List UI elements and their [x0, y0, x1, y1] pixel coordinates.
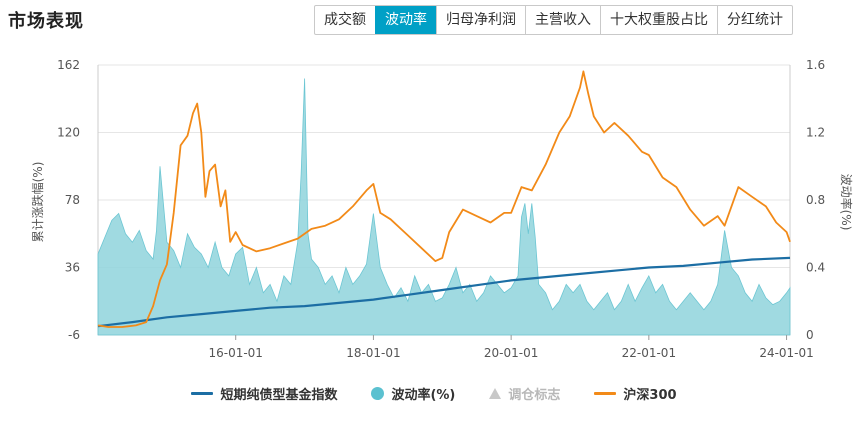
x-tick-label: 18-01-01: [346, 346, 400, 360]
series-hs300-line: [97, 70, 791, 328]
right-y-tick-label: 1.6: [806, 58, 825, 72]
legend-label: 短期纯债型基金指数: [220, 387, 338, 403]
tab-main-revenue[interactable]: 主营收入: [525, 6, 600, 34]
tab-volatility[interactable]: 波动率: [375, 6, 436, 34]
legend-label: 调仓标志: [508, 387, 561, 403]
legend-label: 波动率(%): [391, 387, 456, 403]
left-y-tick-label: 78: [65, 193, 80, 207]
legend-label: 沪深300: [623, 387, 677, 403]
series-index-line: [97, 256, 791, 328]
page-title: 市场表现: [8, 11, 84, 32]
left-y-tick-label: 36: [65, 261, 80, 275]
legend-item-index[interactable]: 短期纯债型基金指数: [191, 384, 337, 403]
right-y-tick-label: 0: [806, 328, 814, 342]
chart-area: 162 120 78 36 -6 1.6 1.2 0.8 0.4 0 16-01-01 18-01…: [30, 58, 854, 360]
x-ticks: 16-01-01 18-01-01 20-01-01 22-01-01 24-01-01: [208, 335, 814, 360]
triangle-icon: [489, 387, 502, 399]
left-y-tick-label: 120: [57, 126, 80, 140]
right-y-tick-label: 0.4: [806, 261, 825, 275]
left-axis-label: 累计涨跌幅(%): [30, 162, 45, 243]
tab-bar: 成交额 波动率 归母净利润 主营收入 十大权重股占比 分红统计: [314, 5, 793, 35]
x-tick-label: 22-01-01: [622, 346, 676, 360]
x-tick-label: 16-01-01: [208, 346, 262, 360]
right-y-tick-label: 1.2: [806, 126, 825, 140]
right-axis-label: 波动率(%): [839, 174, 854, 231]
series-volatility-area: [97, 78, 791, 336]
legend-item-volatility[interactable]: 波动率(%): [371, 384, 455, 403]
legend: 短期纯债型基金指数 波动率(%) 调仓标志 沪深300: [0, 382, 868, 404]
x-tick-label: 24-01-01: [759, 346, 813, 360]
left-y-ticks: 162 120 78 36 -6: [57, 58, 80, 342]
left-y-tick-label: -6: [68, 328, 80, 342]
volatility-area-layer: [97, 78, 791, 336]
legend-line-swatch: [594, 391, 617, 395]
legend-item-hs300[interactable]: 沪深300: [594, 384, 677, 403]
legend-line-swatch: [191, 391, 214, 395]
legend-circle-swatch: [371, 386, 385, 400]
tab-turnover[interactable]: 成交额: [324, 12, 366, 28]
tab-net-profit[interactable]: 归母净利润: [436, 6, 525, 34]
left-y-tick-label: 162: [57, 58, 80, 72]
tab-dividend-stats[interactable]: 分红统计: [717, 6, 792, 34]
right-y-tick-label: 0.8: [806, 193, 825, 207]
legend-item-rebalance[interactable]: 调仓标志: [489, 384, 560, 403]
tab-top10-weight[interactable]: 十大权重股占比: [600, 6, 717, 34]
line-series-layer: [97, 70, 791, 328]
right-y-ticks: 1.6 1.2 0.8 0.4 0: [806, 58, 825, 342]
x-tick-label: 20-01-01: [484, 346, 538, 360]
